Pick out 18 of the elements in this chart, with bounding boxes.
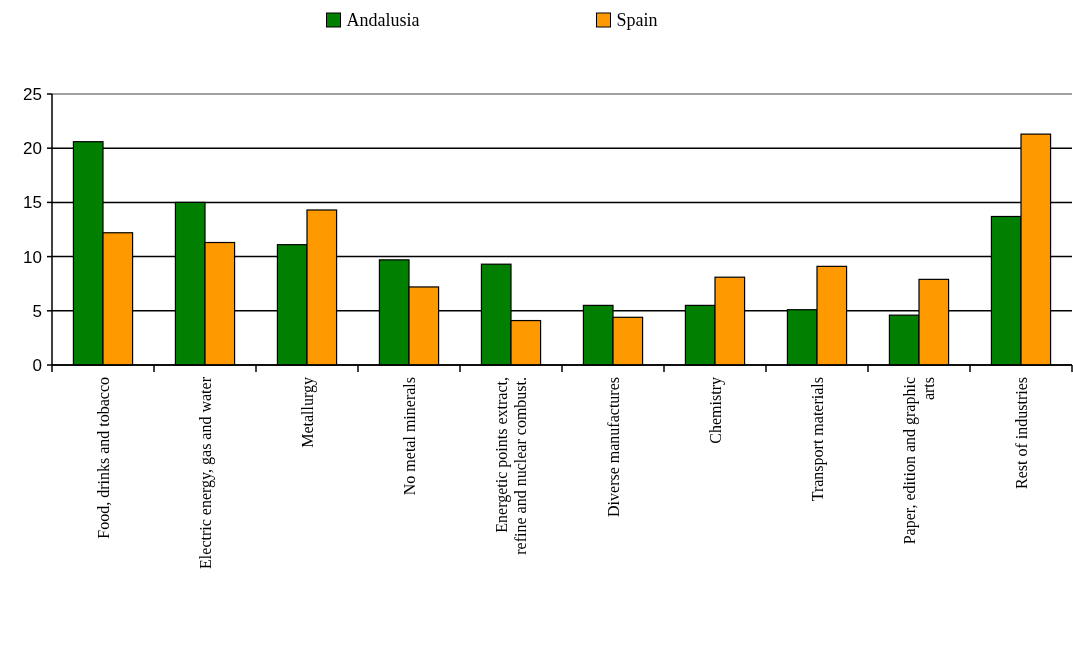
y-tick-label: 20 (23, 139, 42, 159)
x-tick-label: Paper, edition and graphic arts (901, 377, 938, 545)
y-tick-label: 10 (23, 247, 42, 267)
legend-label: Spain (616, 10, 658, 31)
x-tick-label: Energetic points extract, refine and nuclear combust. (493, 377, 530, 555)
x-tick-label: Chemistry (706, 377, 725, 444)
x-tick-label: No metal minerals (400, 377, 418, 496)
x-tick-label: Diverse manufactures (604, 377, 622, 517)
y-tick-label: 5 (32, 301, 42, 321)
y-tick-label: 15 (23, 193, 42, 213)
x-tick-label: Transport materials (808, 377, 827, 502)
legend-label: Andalusia (346, 10, 420, 31)
y-tick-label: 0 (32, 355, 42, 375)
x-tick-label: Metallurgy (298, 377, 317, 448)
x-tick-label: Rest of industries (1012, 377, 1030, 489)
x-tick-label: Food, drinks and tobacco (94, 377, 112, 539)
x-tick-label: Electric energy, gas and water (196, 376, 215, 569)
y-tick-label: 25 (23, 84, 42, 104)
